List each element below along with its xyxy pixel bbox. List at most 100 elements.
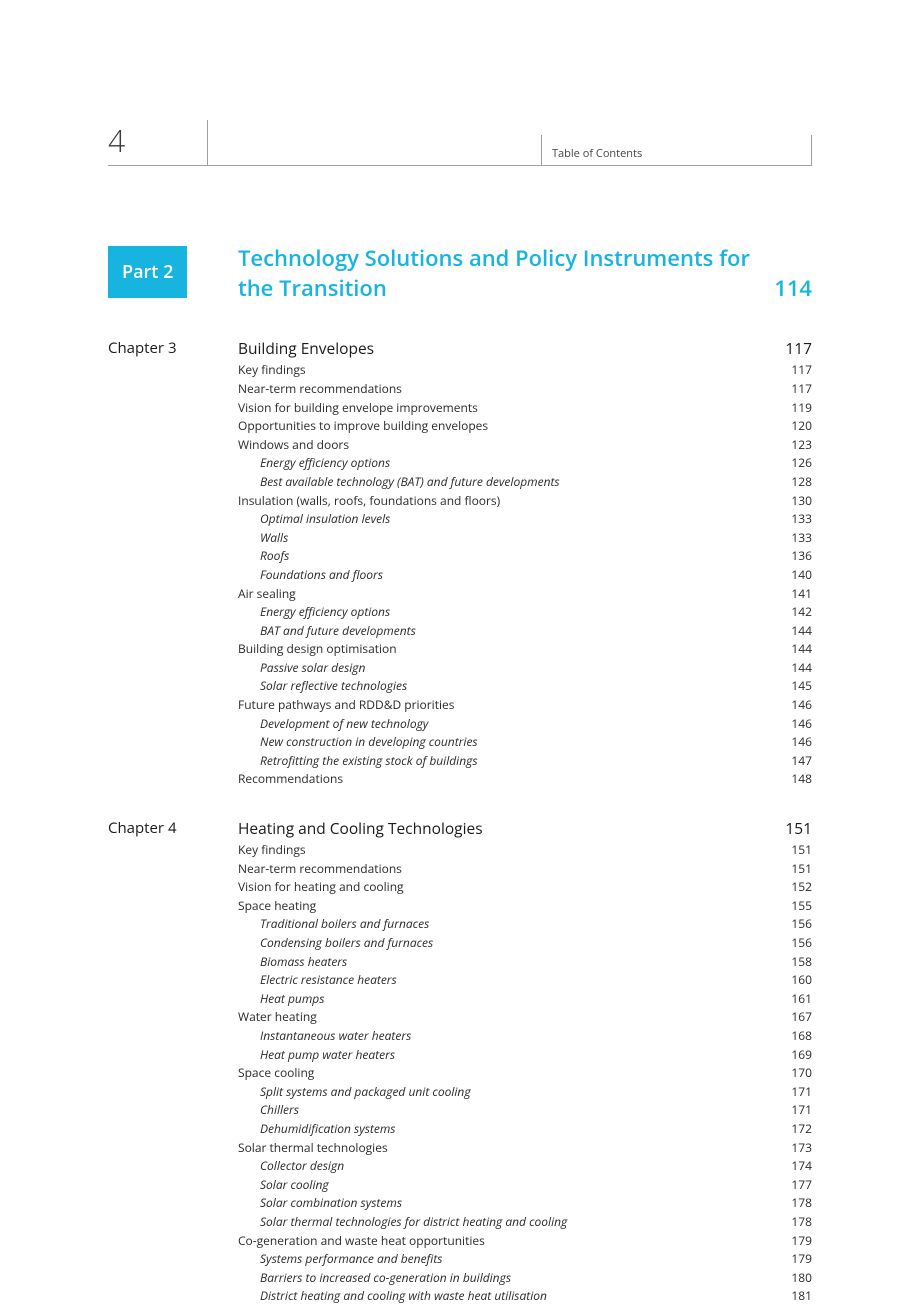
toc-entry: Development of new technology146	[238, 715, 812, 734]
header-label: Table of Contents	[542, 135, 812, 165]
toc-entry-page: 151	[778, 860, 812, 879]
toc-entry: Condensing boilers and furnaces156	[238, 934, 812, 953]
toc-entry: Energy efficiency options142	[238, 603, 812, 622]
toc-entry-label: District heating and cooling with waste …	[238, 1287, 778, 1306]
toc-entry-label: Split systems and packaged unit cooling	[238, 1083, 778, 1102]
toc-entry-label: Systems performance and benefits	[238, 1250, 778, 1269]
toc-entry: Barriers to increased co-generation in b…	[238, 1269, 812, 1288]
toc-entry-label: Optimal insulation levels	[238, 510, 778, 529]
toc-entry-page: 180	[778, 1269, 812, 1288]
toc-entry-page: 167	[778, 1008, 812, 1027]
toc-entry-page: 179	[778, 1232, 812, 1251]
toc-entry: Chillers171	[238, 1101, 812, 1120]
chapter-title-row: Building Envelopes117	[238, 337, 812, 359]
toc-entry-label: Future pathways and RDD&D priorities	[238, 696, 778, 715]
toc-entry: Systems performance and benefits179	[238, 1250, 812, 1269]
toc-entry: Windows and doors123	[238, 436, 812, 455]
toc-entry-label: Key findings	[238, 361, 778, 380]
toc-entry: Space heating155	[238, 897, 812, 916]
toc-entry-page: 158	[778, 953, 812, 972]
chapters-container: Chapter 3Building Envelopes117Key findin…	[108, 337, 812, 1306]
toc-entry: Passive solar design144	[238, 659, 812, 678]
toc-entry-label: Vision for building envelope improvement…	[238, 399, 778, 418]
part-title: Technology Solutions and Policy Instrume…	[238, 244, 774, 303]
toc-entry-page: 147	[778, 752, 812, 771]
toc-entry-label: Water heating	[238, 1008, 778, 1027]
toc-entry-page: 155	[778, 897, 812, 916]
toc-entry: Heat pumps161	[238, 990, 812, 1009]
toc-entry-page: 178	[778, 1213, 812, 1232]
toc-entry-label: Solar thermal technologies for district …	[238, 1213, 778, 1232]
toc-entry-page: 181	[778, 1287, 812, 1306]
toc-entry-page: 161	[778, 990, 812, 1009]
toc-entry: Best available technology (BAT) and futu…	[238, 473, 812, 492]
toc-entry-page: 168	[778, 1027, 812, 1046]
toc-entry: Optimal insulation levels133	[238, 510, 812, 529]
toc-entry-label: Passive solar design	[238, 659, 778, 678]
toc-entry-page: 146	[778, 733, 812, 752]
toc-entry-page: 144	[778, 659, 812, 678]
toc-entry-page: 140	[778, 566, 812, 585]
toc-entry-label: Retrofitting the existing stock of build…	[238, 752, 778, 771]
toc-entry: Space cooling170	[238, 1064, 812, 1083]
toc-entry: Solar thermal technologies173	[238, 1139, 812, 1158]
toc-entry-label: Building design optimisation	[238, 640, 778, 659]
toc-entry: Vision for heating and cooling152	[238, 878, 812, 897]
toc-entry-page: 174	[778, 1157, 812, 1176]
toc-entry-page: 119	[778, 399, 812, 418]
toc-entry-label: Walls	[238, 529, 778, 548]
toc-entry-label: Best available technology (BAT) and futu…	[238, 473, 778, 492]
toc-entry-page: 160	[778, 971, 812, 990]
toc-entry-label: Condensing boilers and furnaces	[238, 934, 778, 953]
toc-entry-page: 179	[778, 1250, 812, 1269]
toc-entry: Opportunities to improve building envelo…	[238, 417, 812, 436]
toc-entry-label: Instantaneous water heaters	[238, 1027, 778, 1046]
toc-entry: Solar thermal technologies for district …	[238, 1213, 812, 1232]
toc-entry-label: Energy efficiency options	[238, 454, 778, 473]
toc-entry: Energy efficiency options126	[238, 454, 812, 473]
toc-entry: Solar cooling177	[238, 1176, 812, 1195]
toc-entry-page: 126	[778, 454, 812, 473]
part-badge-col: Part 2	[108, 244, 216, 298]
toc-entry-label: Heat pump water heaters	[238, 1046, 778, 1065]
chapter-body: Heating and Cooling Technologies151 Key f…	[238, 817, 812, 1306]
toc-entry: Solar reflective technologies145	[238, 677, 812, 696]
chapter-title: Building Envelopes	[238, 337, 785, 359]
toc-entry: Foundations and floors140	[238, 566, 812, 585]
toc-entry-label: Co-generation and waste heat opportuniti…	[238, 1232, 778, 1251]
part-page: 114	[774, 273, 812, 303]
toc-entry: Heat pump water heaters169	[238, 1046, 812, 1065]
toc-entry-page: 156	[778, 934, 812, 953]
toc-entry-page: 146	[778, 715, 812, 734]
chapter-title-row: Heating and Cooling Technologies151	[238, 817, 812, 839]
toc-entry-label: Electric resistance heaters	[238, 971, 778, 990]
toc-entry-page: 117	[778, 380, 812, 399]
toc-entry-label: Air sealing	[238, 585, 778, 604]
toc-entry-page: 171	[778, 1101, 812, 1120]
toc-entry: Split systems and packaged unit cooling1…	[238, 1083, 812, 1102]
toc-entry-label: Heat pumps	[238, 990, 778, 1009]
toc-entry-label: Collector design	[238, 1157, 778, 1176]
chapter-label: Chapter 4	[108, 817, 216, 838]
toc-entry: Co-generation and waste heat opportuniti…	[238, 1232, 812, 1251]
toc-entry-label: BAT and future developments	[238, 622, 778, 641]
toc-entry: Biomass heaters158	[238, 953, 812, 972]
toc-entry: Near-term recommendations151	[238, 860, 812, 879]
toc-entry-page: 145	[778, 677, 812, 696]
toc-entry-page: 156	[778, 915, 812, 934]
toc-entry: New construction in developing countries…	[238, 733, 812, 752]
toc-entry-page: 136	[778, 547, 812, 566]
toc-entry-label: Near-term recommendations	[238, 860, 778, 879]
toc-entry-label: Recommendations	[238, 770, 778, 789]
toc-entry-page: 133	[778, 510, 812, 529]
toc-entry-label: Key findings	[238, 841, 778, 860]
chapter-label-col: Chapter 3	[108, 337, 216, 789]
toc-entry: Future pathways and RDD&D priorities146	[238, 696, 812, 715]
toc-entry-page: 120	[778, 417, 812, 436]
chapter-block: Chapter 3Building Envelopes117Key findin…	[108, 337, 812, 789]
page: 4 Table of Contents Part 2 Technology So…	[0, 0, 920, 1302]
toc-entry-label: Barriers to increased co-generation in b…	[238, 1269, 778, 1288]
toc-entry-page: 133	[778, 529, 812, 548]
toc-entry-page: 148	[778, 770, 812, 789]
header-spacer	[208, 135, 542, 165]
